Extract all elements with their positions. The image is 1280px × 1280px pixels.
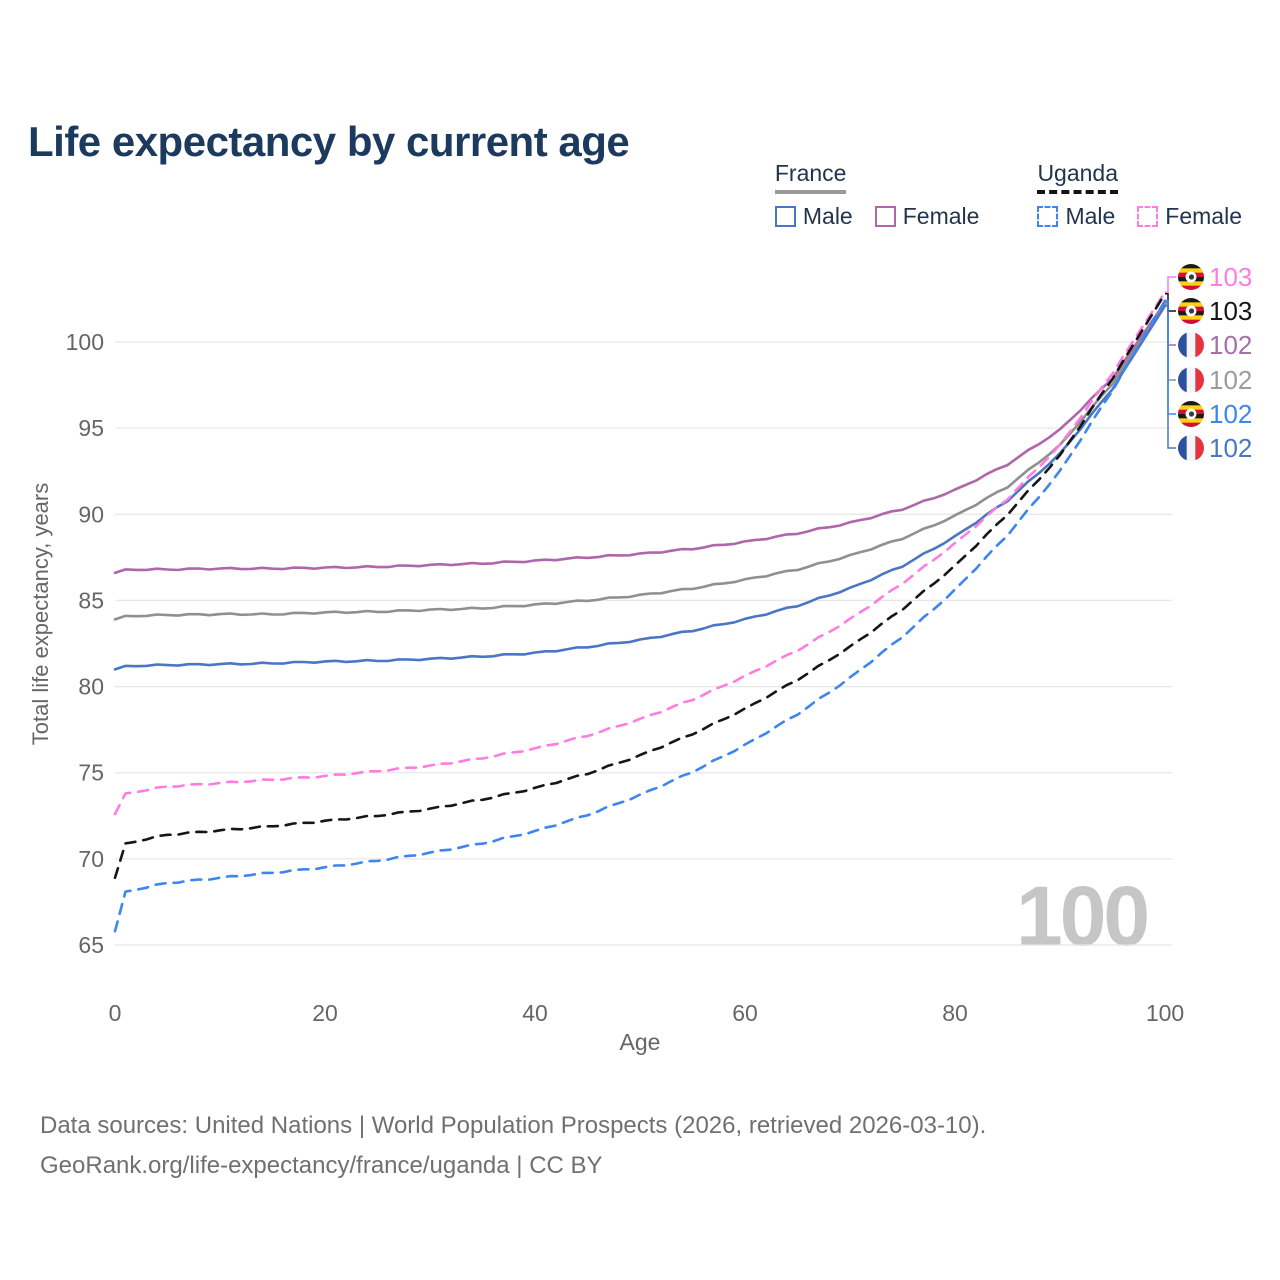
legend-item-uganda-male[interactable]: Male	[1037, 203, 1115, 230]
x-tick-label: 40	[522, 1000, 548, 1026]
end-value-label-uganda-female: 103	[1209, 262, 1252, 292]
y-tick-label: 70	[78, 846, 104, 872]
leader-line-france-female	[1165, 301, 1176, 346]
footer-attribution-link[interactable]: GeoRank.org/life-expectancy/france/ugand…	[40, 1152, 603, 1179]
x-tick-label: 20	[312, 1000, 338, 1026]
legend-label-uganda-male: Male	[1065, 203, 1116, 229]
france-female-swatch-icon	[874, 206, 896, 227]
france-flag-icon	[1178, 435, 1204, 461]
uganda-female-swatch-icon	[1137, 206, 1159, 227]
footer-data-sources: Data sources: United Nations | World Pop…	[40, 1112, 987, 1139]
legend-label-uganda-female: Female	[1165, 203, 1242, 229]
y-tick-label: 80	[78, 674, 104, 700]
end-value-label-uganda-total: 103	[1209, 296, 1252, 326]
leader-line-uganda-female	[1165, 276, 1176, 293]
legend-label-france-male: Male	[802, 203, 853, 229]
end-value-label-france-total: 102	[1209, 365, 1252, 395]
france-flag-icon	[1178, 367, 1204, 393]
france-flag-icon	[1178, 332, 1204, 358]
age-counter-watermark: 100	[1016, 869, 1150, 963]
legend-country-france: France	[774, 160, 847, 194]
footer: Data sources: United Nations | World Pop…	[40, 1106, 986, 1186]
uganda-male-swatch-icon	[1037, 206, 1059, 227]
legend-item-france-male[interactable]: Male	[774, 203, 853, 230]
x-tick-label: 60	[732, 1000, 758, 1026]
leader-line-uganda-male	[1165, 299, 1176, 415]
y-tick-label: 95	[78, 415, 104, 441]
page-title: Life expectancy by current age	[28, 118, 630, 166]
uganda-flag-icon	[1178, 264, 1204, 290]
y-tick-label: 100	[66, 329, 104, 355]
legend-country-uganda: Uganda	[1037, 160, 1119, 194]
series-line-uganda-male	[113, 299, 1167, 933]
leader-line-france-male	[1165, 305, 1176, 449]
x-axis-title: Age	[620, 1029, 661, 1055]
legend-group-france: France Male Female	[774, 160, 980, 230]
legend: France Male Female Uganda Male Female	[774, 160, 1242, 230]
end-value-label-france-female: 102	[1209, 330, 1252, 360]
series-line-uganda-female	[113, 290, 1167, 816]
y-tick-label: 90	[78, 501, 104, 527]
france-male-swatch-icon	[774, 206, 796, 227]
series-line-france-female	[113, 301, 1167, 575]
uganda-flag-icon	[1178, 401, 1204, 427]
chart-canvas: 65 70 75 80 85 90 95 100 0 20 40 60 80 100 Age Total li…	[28, 262, 1252, 1055]
y-tick-label: 85	[78, 587, 104, 613]
y-tick-label: 75	[78, 760, 104, 786]
uganda-flag-icon	[1178, 298, 1204, 324]
x-tick-label: 100	[1146, 1000, 1184, 1026]
y-axis-title: Total life expectancy, years	[28, 483, 53, 746]
series-line-france-total	[113, 302, 1167, 621]
legend-item-uganda-female[interactable]: Female	[1137, 203, 1242, 230]
x-tick-label: 0	[109, 1000, 122, 1026]
legend-label-france-female: Female	[902, 203, 980, 229]
end-value-label-uganda-male: 102	[1209, 399, 1252, 429]
x-tick-label: 80	[942, 1000, 968, 1026]
y-tick-label: 65	[78, 932, 104, 958]
series-line-uganda-total	[113, 292, 1167, 880]
legend-item-france-female[interactable]: Female	[874, 203, 980, 230]
legend-group-uganda: Uganda Male Female	[1037, 160, 1242, 230]
end-value-label-france-male: 102	[1209, 433, 1252, 463]
